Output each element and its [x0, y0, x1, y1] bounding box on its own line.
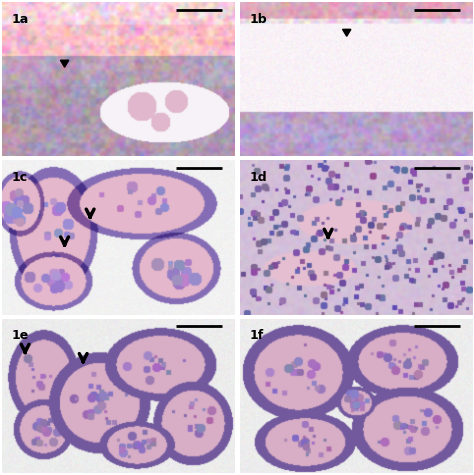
Text: 1c: 1c — [11, 171, 27, 184]
Text: 1f: 1f — [249, 330, 264, 342]
Polygon shape — [60, 60, 69, 67]
Text: 1a: 1a — [11, 13, 28, 26]
Text: 1d: 1d — [249, 171, 267, 184]
Polygon shape — [343, 29, 351, 36]
Text: 1e: 1e — [11, 330, 28, 342]
Text: 1b: 1b — [249, 13, 267, 26]
